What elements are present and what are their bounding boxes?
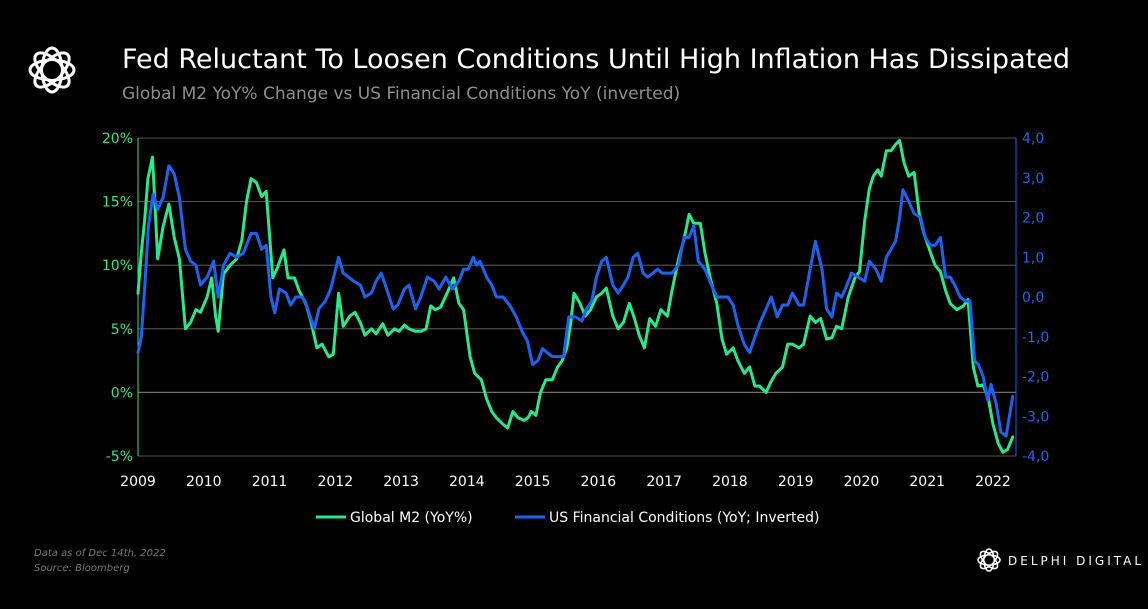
grid-lines xyxy=(138,137,1016,457)
brand-name: DELPHI DIGITAL xyxy=(1008,554,1144,568)
x-tick-label: 2018 xyxy=(712,474,748,490)
delphi-logo-icon xyxy=(28,46,76,94)
chart-subtitle: Global M2 YoY% Change vs US Financial Co… xyxy=(122,84,680,104)
left-tick-label: 20% xyxy=(102,131,133,147)
x-tick-label: 2011 xyxy=(252,474,288,490)
data-date-note: Data as of Dec 14th, 2022 xyxy=(34,548,166,559)
right-tick-label: 3,0 xyxy=(1022,171,1044,187)
x-tick-label: 2012 xyxy=(317,474,353,490)
right-tick-label: -2,0 xyxy=(1022,370,1049,386)
right-tick-label: -4,0 xyxy=(1022,449,1049,465)
right-tick-label: 2,0 xyxy=(1022,211,1044,227)
right-tick-label: 4,0 xyxy=(1022,131,1044,147)
chart-title: Fed Reluctant To Loosen Conditions Until… xyxy=(122,44,1070,75)
brand-logo-icon xyxy=(977,548,1001,572)
x-tick-label: 2022 xyxy=(975,474,1011,490)
left-tick-label: 10% xyxy=(102,258,133,274)
left-tick-label: -5% xyxy=(106,449,133,465)
x-tick-label: 2015 xyxy=(515,474,551,490)
right-axis: 4,0 3,0 2,0 1,0 0,0 -1,0 -2,0 -3,0 -4,0 xyxy=(1015,131,1049,465)
right-tick-label: 1,0 xyxy=(1022,250,1044,266)
right-tick-label: -1,0 xyxy=(1022,330,1049,346)
x-tick-label: 2009 xyxy=(120,474,156,490)
right-tick-label: 0,0 xyxy=(1022,290,1044,306)
x-tick-label: 2010 xyxy=(186,474,222,490)
legend-label-m2: Global M2 (YoY%) xyxy=(350,510,473,526)
x-tick-label: 2014 xyxy=(449,474,485,490)
x-tick-label: 2020 xyxy=(844,474,880,490)
left-axis: 20% 15% 10% 5% 0% -5% xyxy=(102,131,139,465)
x-tick-label: 2016 xyxy=(581,474,617,490)
legend: Global M2 (YoY%) US Financial Conditions… xyxy=(316,510,819,526)
series-line-us-financial-conditions xyxy=(136,164,1015,438)
legend-label-fci: US Financial Conditions (YoY; Inverted) xyxy=(549,510,819,526)
series-group xyxy=(136,139,1015,454)
left-tick-label: 0% xyxy=(111,385,133,401)
left-tick-label: 15% xyxy=(102,195,133,211)
x-tick-label: 2017 xyxy=(646,474,682,490)
left-tick-label: 5% xyxy=(111,322,133,338)
right-tick-label: -3,0 xyxy=(1022,409,1049,425)
x-tick-label: 2019 xyxy=(778,474,814,490)
series-line-global-m2 xyxy=(136,139,1015,454)
x-axis: 2009 2010 2011 2012 2013 2014 2015 2016 2017 2018… xyxy=(120,474,1011,490)
x-tick-label: 2021 xyxy=(909,474,945,490)
source-note: Source: Bloomberg xyxy=(34,563,130,574)
x-tick-label: 2013 xyxy=(383,474,419,490)
